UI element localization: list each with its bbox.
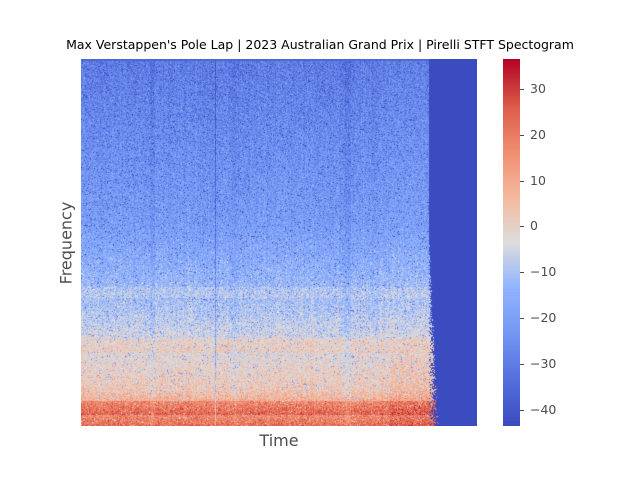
colorbar-tick-mark [520, 272, 524, 274]
chart-title: Max Verstappen's Pole Lap | 2023 Austral… [66, 37, 574, 52]
spectrogram-heatmap [81, 59, 477, 426]
colorbar [503, 59, 520, 426]
x-axis-label: Time [259, 431, 299, 450]
colorbar-tick-mark [520, 409, 524, 411]
colorbar-tick-label: −10 [530, 264, 557, 280]
colorbar-tick-label: 30 [530, 80, 546, 96]
y-axis-label: Frequency [56, 201, 76, 285]
colorbar-ticks: 30 20 10 0 −10 −20 −30 −40 [520, 59, 620, 426]
colorbar-tick-mark [520, 226, 524, 228]
colorbar-tick-label: 20 [530, 126, 546, 142]
colorbar-tick-mark [520, 134, 524, 136]
colorbar-tick-label: 0 [530, 218, 538, 234]
colorbar-tick-label: 10 [530, 172, 546, 188]
colorbar-tick-mark [520, 88, 524, 90]
colorbar-tick-label: −40 [530, 401, 557, 417]
colorbar-tick-label: −20 [530, 310, 557, 326]
spectrogram-plot-area [81, 59, 477, 426]
colorbar-tick-mark [520, 318, 524, 320]
colorbar-tick-mark [520, 364, 524, 366]
colorbar-tick-label: −30 [530, 356, 557, 372]
colorbar-tick-mark [520, 180, 524, 182]
colorbar-gradient [503, 59, 520, 426]
